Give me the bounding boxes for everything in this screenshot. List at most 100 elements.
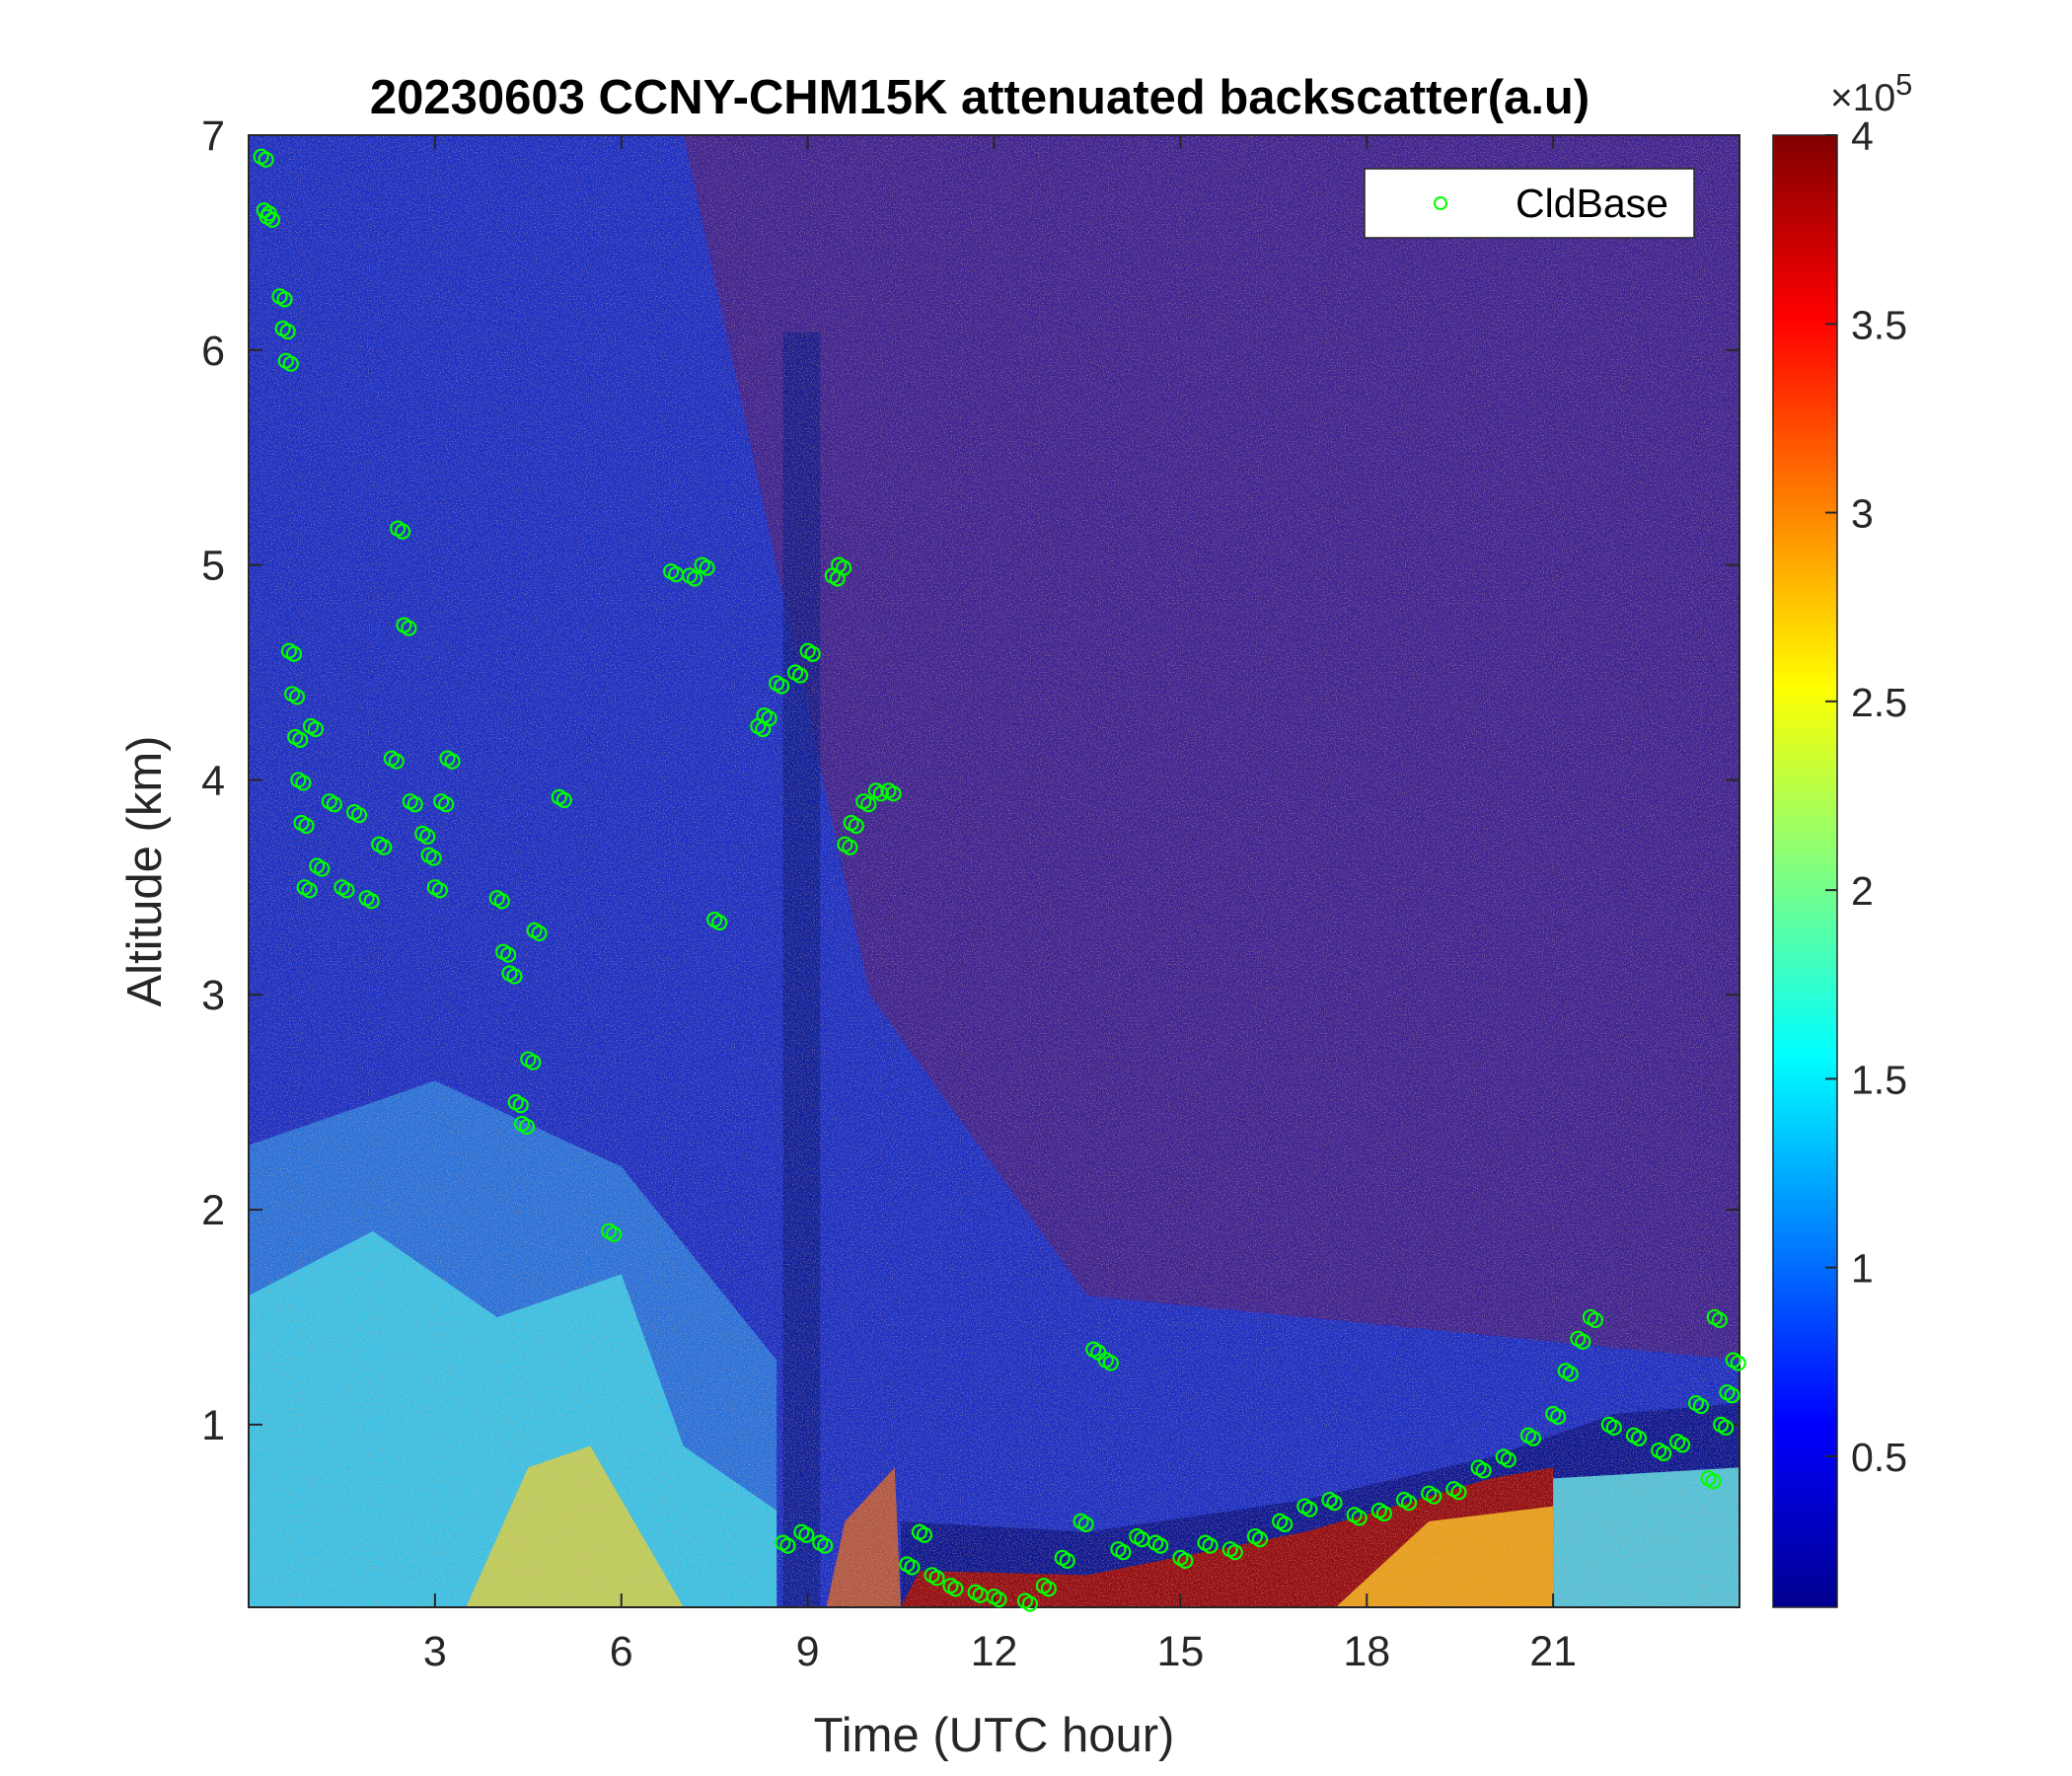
cldbase-point: [761, 709, 777, 727]
cldbase-point: [307, 720, 325, 738]
x-axis-ticks: 3 6 9 12 15 18 21: [423, 135, 1577, 1675]
legend: CldBase: [1364, 168, 1695, 239]
cldbase-point: [1450, 1484, 1467, 1501]
cldbase-point: [1718, 1419, 1735, 1436]
cldbase-point: [282, 355, 299, 372]
cldbase-point: [817, 1537, 834, 1554]
cldbase-point: [525, 1054, 542, 1071]
legend-entry-cldbase: CldBase: [1516, 181, 1668, 226]
cldbase-point: [326, 796, 342, 813]
cldbase-point: [425, 850, 442, 866]
noise-speckle: [249, 135, 1739, 1607]
y-axis-label: Altitude (km): [118, 735, 172, 1006]
cldbase-point: [711, 914, 728, 931]
colorbar-tick-label: 4: [1851, 113, 1874, 159]
cldbase-point: [401, 620, 417, 636]
cldbase-point: [276, 291, 293, 308]
y-tick-label: 7: [201, 112, 225, 160]
x-tick-label: 12: [971, 1628, 1018, 1675]
cldbase-point: [1656, 1444, 1672, 1462]
cldbase-point: [518, 1118, 536, 1136]
cldbase-point: [1115, 1544, 1132, 1561]
cldbase-point: [1524, 1430, 1542, 1446]
cldbase-point: [1550, 1408, 1567, 1426]
cldbase-point: [512, 1097, 529, 1114]
cldbase-point: [444, 753, 461, 770]
y-tick-label: 2: [201, 1187, 225, 1234]
cldbase-point: [804, 645, 821, 662]
cldbase-point: [298, 817, 315, 835]
cldbase-point: [1102, 1355, 1119, 1371]
y-tick-label: 4: [201, 757, 225, 804]
cldbase-point: [376, 839, 393, 855]
cldbase-point: [1692, 1397, 1710, 1415]
cldbase-point: [500, 946, 517, 963]
colorbar-gradient: [1772, 134, 1838, 1608]
legend-box: [1364, 168, 1695, 239]
cldbase-point: [842, 839, 858, 855]
cldbase-point: [1040, 1581, 1057, 1597]
cldbase-point: [606, 1225, 623, 1242]
cldbase-point: [1605, 1419, 1622, 1436]
cldbase-point: [1500, 1451, 1517, 1468]
cldbase-point: [314, 860, 331, 877]
y-axis-ticks: 1 2 3 4 5 6 7: [201, 112, 1739, 1449]
colorbar-exponent-base: ×10: [1830, 77, 1895, 119]
cldbase-point: [1301, 1501, 1318, 1517]
x-tick-label: 9: [796, 1628, 820, 1675]
cldbase-point: [1630, 1430, 1648, 1446]
cldbase-point: [338, 882, 355, 899]
cldbase-point: [1375, 1505, 1392, 1522]
cldbase-point: [1226, 1544, 1243, 1561]
cldbase-point: [699, 559, 715, 576]
cldbase-point: [438, 796, 455, 813]
legend-marker-icon: [1434, 196, 1447, 210]
cldbase-point: [779, 1537, 796, 1554]
cldbase-point: [1021, 1595, 1039, 1612]
cldbase-point: [1152, 1537, 1169, 1554]
colorbar-exponent-power: 5: [1895, 67, 1912, 102]
cldbase-point: [1724, 1387, 1740, 1404]
cldbase-point: [916, 1526, 933, 1543]
cldbase-point: [904, 1559, 921, 1576]
cldbase-point: [1705, 1473, 1722, 1490]
cldbase-point: [258, 151, 274, 168]
colorbar-tick-label: 1.5: [1851, 1057, 1907, 1102]
cldbase-point: [1326, 1494, 1343, 1512]
cldbase-point: [1730, 1355, 1746, 1371]
cldbase-point: [292, 731, 309, 748]
cldbase-point: [431, 882, 448, 899]
cldbase-point: [872, 785, 889, 802]
cldbase-point: [1351, 1510, 1368, 1526]
cldbase-point: [295, 775, 312, 791]
cldbase-point: [301, 882, 318, 899]
cldbase-point: [1426, 1488, 1443, 1505]
cldbase-point: [407, 796, 423, 813]
cldbase-point: [506, 968, 523, 985]
colorbar-ticks: 0.5 1 1.5 2 2.5 3 3.5 4: [1825, 113, 1907, 1480]
cldbase-point: [1475, 1462, 1492, 1479]
cldbase-point: [1177, 1552, 1194, 1570]
colorbar-tick-label: 2: [1851, 868, 1874, 914]
y-tick-label: 1: [201, 1402, 225, 1449]
cldbase-point: [285, 645, 303, 662]
cldbase-point: [419, 828, 436, 845]
cldbase-series: [253, 148, 1746, 1612]
cldbase-point: [395, 523, 411, 540]
cldbase-point: [279, 323, 296, 340]
colorbar-tick-label: 1: [1851, 1246, 1874, 1292]
colorbar: 0.5 1 1.5 2 2.5 3 3.5 4 ×105: [1772, 67, 1912, 1608]
cldbase-point: [555, 791, 572, 808]
cldbase-point: [991, 1591, 1007, 1608]
cldbase-point: [1277, 1516, 1294, 1532]
colorbar-tick-label: 3.5: [1851, 302, 1907, 347]
chart-title: 20230603 CCNY-CHM15K attenuated backscat…: [370, 71, 1590, 124]
cldbase-point: [774, 678, 790, 695]
x-tick-label: 18: [1343, 1628, 1390, 1675]
cldbase-point: [885, 785, 902, 802]
cldbase-point: [493, 893, 510, 910]
cldbase-point: [531, 925, 548, 941]
colorbar-tick-label: 3: [1851, 491, 1874, 537]
cldbase-point: [1251, 1531, 1269, 1548]
x-tick-label: 15: [1156, 1628, 1204, 1675]
